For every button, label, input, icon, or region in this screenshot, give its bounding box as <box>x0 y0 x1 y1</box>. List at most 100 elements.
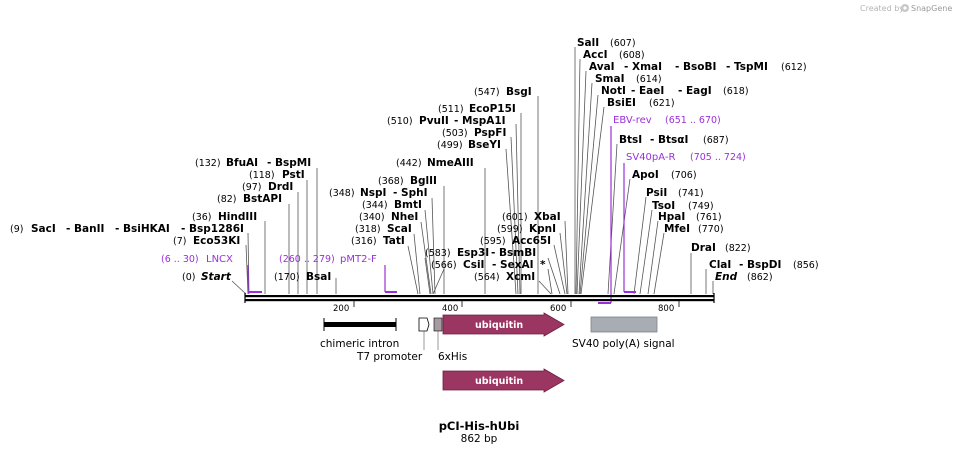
site-start-pos: (0) <box>182 272 195 283</box>
feature-sv40-polya[interactable]: SV40 poly(A) signal <box>572 316 675 350</box>
site-tspmi-name: - TspMI <box>726 61 768 73</box>
site-ecop15i-name: EcoP15I <box>469 103 516 115</box>
site-bglii-name: BglII <box>410 175 437 187</box>
site-psii: PsiI (741) <box>646 187 704 199</box>
site-acci-pos: (608) <box>619 50 645 61</box>
site-bsai-pos: (170) <box>274 272 300 283</box>
site-bspmi-name: - BspMI <box>267 157 311 169</box>
site-clai-pos: (856) <box>793 260 819 271</box>
site-xbai-pos: (601) <box>502 212 528 223</box>
site-bsihkai-name: - BsiHKAI <box>115 223 170 235</box>
site-bsiei-pos: (621) <box>649 98 675 109</box>
site-smai-pos: (614) <box>636 74 662 85</box>
site-noti-name: NotI <box>601 85 626 97</box>
site-bspdi-name: - BspDI <box>739 259 781 271</box>
feature-ubiquitin[interactable]: ubiquitin <box>442 312 565 337</box>
site-bmti-name: BmtI <box>394 199 422 211</box>
site-bseyi-pos: (499) <box>437 140 463 151</box>
site-clai: ClaI - BspDI (856) <box>709 259 819 271</box>
site-avai-pos: (612) <box>781 62 807 73</box>
snapgene-logo-icon <box>901 4 909 12</box>
site-hpai-pos: (761) <box>696 212 722 223</box>
site-nhei-name: NheI <box>391 211 418 223</box>
ruler-tick-200: 200 <box>333 304 349 314</box>
primer-lncx-range: (6 .. 30) <box>161 254 199 265</box>
site-start: (0) Start <box>182 271 232 283</box>
feature-chimeric-intron-label: chimeric intron <box>320 338 399 350</box>
primer-lncx-name: LNCX <box>206 254 233 265</box>
site-drdi-pos: (97) <box>242 182 262 193</box>
site-smai-name: SmaI <box>595 73 625 85</box>
site-mspa1i-name: - MspA1I <box>454 115 506 127</box>
site-bsai: (170) BsaI <box>274 271 331 283</box>
feature-6xhis[interactable]: 6xHis <box>433 317 467 363</box>
site-scai-name: ScaI <box>387 223 412 235</box>
ruler-tick-600: 600 <box>550 304 566 314</box>
site-bseyi: (499) BseYI <box>437 139 501 151</box>
site-bstapi-pos: (82) <box>217 194 237 205</box>
site-eco53ki-pos: (7) <box>173 236 186 247</box>
site-hindiii-pos: (36) <box>192 212 212 223</box>
site-nspi: (348) NspI - SphI <box>329 187 427 199</box>
site-start-name: Start <box>201 271 232 283</box>
site-avai: AvaI - XmaI - BsoBI - TspMI (612) <box>589 61 807 73</box>
credit-brand: SnapGene <box>911 4 952 13</box>
site-nhei-pos: (340) <box>359 212 385 223</box>
site-ecop15i-pos: (511) <box>438 104 464 115</box>
site-acc65i: (595) Acc65I <box>480 235 551 247</box>
site-esp3i: (583) Esp3I - BsmBI <box>425 247 536 259</box>
site-drdi-name: DrdI <box>268 181 293 193</box>
feature-chimeric-intron[interactable]: chimeric intron <box>320 318 399 350</box>
site-eco53ki-name: Eco53KI <box>193 235 240 247</box>
site-tati: (316) TatI <box>351 235 405 247</box>
site-tsoi-pos: (749) <box>688 201 714 212</box>
site-xcmi: (564) XcmI <box>474 271 535 283</box>
site-xmai-name: - XmaI <box>624 61 662 73</box>
site-saci-pos: (9) <box>10 224 23 235</box>
site-csii-name: CsiI <box>463 259 484 271</box>
site-psii-name: PsiI <box>646 187 667 199</box>
site-scai: (318) ScaI <box>355 223 412 235</box>
site-bsai-name: BsaI <box>306 271 331 283</box>
site-hindiii: (36) HindIII <box>192 211 257 223</box>
site-ecop15i: (511) EcoP15I <box>438 103 516 115</box>
ruler-tick-400: 400 <box>442 304 458 314</box>
site-tati-pos: (316) <box>351 236 377 247</box>
site-avai-name: AvaI <box>589 61 615 73</box>
site-xbai: (601) XbaI <box>502 211 561 223</box>
site-psti: (118) PstI <box>249 169 305 181</box>
site-star-marker: * <box>540 259 546 271</box>
site-bsiei: BsiEI (621) <box>607 97 675 109</box>
site-bsmbi-name: - BsmBI <box>491 247 536 259</box>
site-eaei-name: - EaeI <box>631 85 664 97</box>
site-clai-name: ClaI <box>709 259 731 271</box>
site-nmeaiii-pos: (442) <box>396 158 422 169</box>
primer-pmt2-f: (260 .. 279) pMT2-F <box>279 254 397 293</box>
site-bsobi-name: - BsoBI <box>675 61 716 73</box>
site-btsi-name: BtsI <box>619 134 642 146</box>
feature-t7-promoter[interactable]: T7 promoter <box>356 317 430 363</box>
orf-ubiquitin[interactable]: ubiquitin <box>442 368 565 393</box>
site-sexai-name: - SexAI <box>492 259 534 271</box>
site-tsoi: TsoI (749) <box>652 200 714 212</box>
site-mfei: MfeI (770) <box>664 223 724 235</box>
site-noti: NotI - EaeI - EagI (618) <box>601 85 749 97</box>
site-bsiei-name: BsiEI <box>607 97 636 109</box>
site-esp3i-name: Esp3I <box>457 247 489 259</box>
site-pvuii: (510) PvuII - MspA1I <box>387 115 506 127</box>
site-bsgi-name: BsgI <box>506 86 532 98</box>
feature-sv40-polya-label: SV40 poly(A) signal <box>572 338 675 350</box>
site-end: End (862) <box>715 271 773 283</box>
site-bstapi-name: BstAPI <box>243 193 282 205</box>
primer-sv40pa-r-range: (705 .. 724) <box>690 152 746 163</box>
site-mfei-pos: (770) <box>698 224 724 235</box>
dna-backbone <box>244 293 715 303</box>
site-csii-pos: (566) <box>431 260 457 271</box>
credit-prefix: Created by <box>860 4 904 13</box>
site-xcmi-name: XcmI <box>506 271 535 283</box>
primer-pmt2-f-name: pMT2-F <box>340 254 377 265</box>
site-bstapi: (82) BstAPI <box>217 193 282 205</box>
site-sphi-name: - SphI <box>393 187 427 199</box>
site-csii: (566) CsiI - SexAI * <box>431 259 546 271</box>
